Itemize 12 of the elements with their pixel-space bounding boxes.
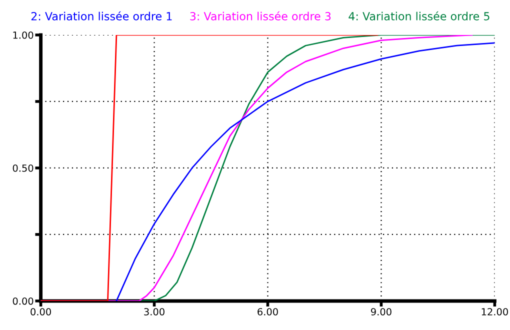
series-label: 4: Variation lissée ordre 5 <box>348 11 490 20</box>
x-tick-label: 0.00 <box>30 308 51 316</box>
y-tick-label: 0.50 <box>12 164 34 172</box>
x-tick-label: 6.00 <box>258 308 278 316</box>
y-tick-label: 0.00 <box>12 297 34 305</box>
x-tick-label: 9.00 <box>371 308 392 316</box>
x-tick-label: 12.00 <box>482 308 508 316</box>
x-tick-label: 3.00 <box>144 308 164 316</box>
text: 3: Variation lissée ordre 3 <box>190 11 331 20</box>
y-tick-label: 1.00 <box>13 31 34 39</box>
line-series <box>116 42 495 301</box>
text: 2: Variation lissée ordre 1 <box>31 11 172 20</box>
